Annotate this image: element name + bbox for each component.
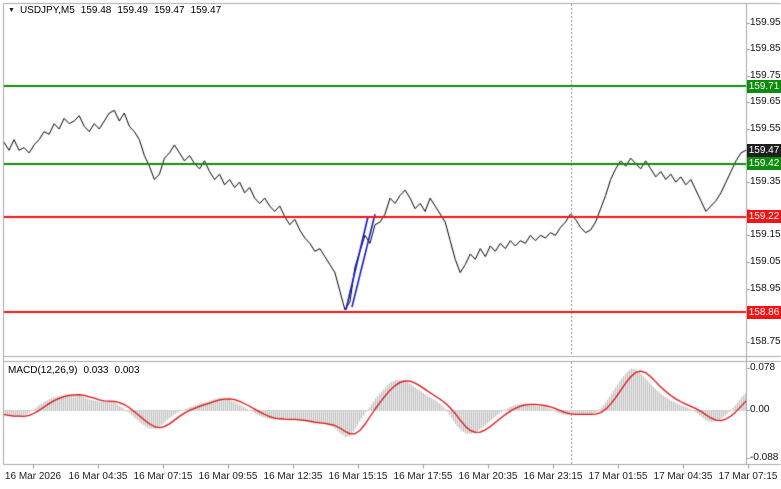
time-axis-label: 17 Mar 07:15: [718, 471, 778, 482]
price-level-badge: 159.71: [747, 79, 781, 93]
time-axis-label: 16 Mar 09:55: [198, 471, 258, 482]
price-axis-label: 159.95: [750, 16, 781, 28]
time-axis-label: 16 Mar 2026: [4, 471, 62, 482]
bar-open-value: 159.48: [80, 5, 112, 16]
macd-indicator-label: MACD(12,26,9) 0.033 0.003: [8, 365, 140, 376]
price-axis-label: 158.75: [750, 335, 781, 347]
time-axis-label: 16 Mar 12:35: [263, 471, 323, 482]
macd-axis-label: 0.00: [750, 404, 770, 416]
time-axis-label: 16 Mar 07:15: [133, 471, 193, 482]
price-axis-label: 159.65: [750, 96, 781, 108]
chart-marker-icon: ▼: [8, 7, 15, 14]
chart-header: ▼ USDJPY,M5 159.48 159.49 159.47 159.47: [8, 5, 221, 16]
time-axis-label: 16 Mar 20:35: [458, 471, 518, 482]
macd-main-value: 0.033: [83, 365, 109, 376]
bar-low-value: 159.47: [153, 5, 185, 16]
time-axis-label: 16 Mar 15:15: [328, 471, 388, 482]
price-axis-label: 159.75: [750, 69, 781, 81]
price-axis-label: 159.35: [750, 176, 781, 188]
macd-axis-label: 0.078: [750, 362, 776, 374]
macd-name: MACD(12,26,9): [8, 365, 78, 376]
time-axis-label: 16 Mar 23:15: [523, 471, 583, 482]
price-axis-label: 159.85: [750, 43, 781, 55]
time-axis-label: 16 Mar 04:35: [68, 471, 128, 482]
price-axis-label: 159.55: [750, 122, 781, 134]
price-axis-label: 159.15: [750, 229, 781, 241]
bar-close-value: 159.47: [190, 5, 222, 16]
price-level-badge: 159.22: [747, 210, 781, 224]
price-axis-label: 159.05: [750, 255, 781, 267]
time-axis-label: 17 Mar 04:35: [653, 471, 713, 482]
price-axis-label: 158.95: [750, 282, 781, 294]
bar-high-value: 159.49: [117, 5, 148, 16]
current-price-badge: 159.47: [747, 143, 781, 157]
time-axis-label: 16 Mar 17:55: [393, 471, 453, 482]
price-level-badge: 158.86: [747, 305, 781, 319]
macd-signal-value: 0.003: [114, 365, 140, 376]
time-axis-label: 17 Mar 01:55: [588, 471, 648, 482]
symbol-period-label: USDJPY,M5: [19, 5, 75, 16]
macd-axis-label: -0.088: [750, 451, 779, 463]
price-level-badge: 159.42: [747, 157, 781, 171]
